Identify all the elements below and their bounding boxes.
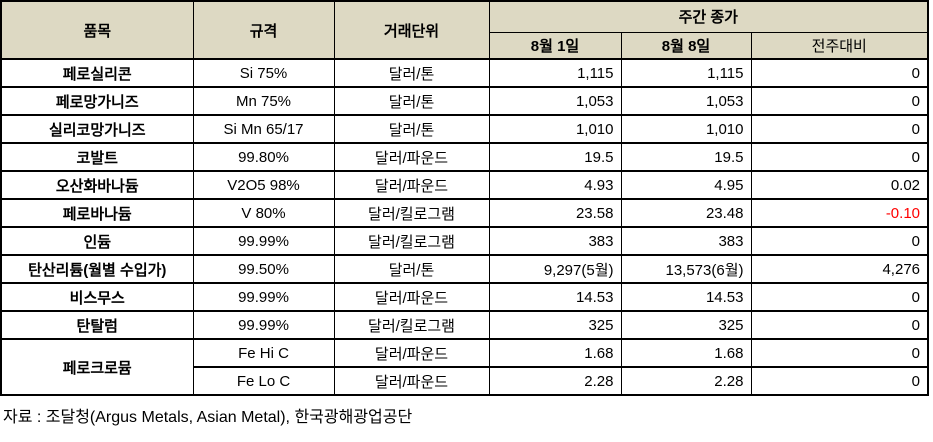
spec-cell: 99.50% bbox=[192, 254, 335, 284]
price-aug8-cell: 383 bbox=[620, 226, 752, 256]
table-row: 실리코망가니즈 Si Mn 65/17 달러/톤 1,010 1,010 0 bbox=[0, 114, 929, 144]
column-header-change: 전주대비 bbox=[750, 31, 929, 60]
table-body: 페로실리콘 Si 75% 달러/톤 1,115 1,115 0 페로망가니즈 Mn 75% 달러… bbox=[0, 58, 929, 396]
price-aug1-cell: 9,297(5월) bbox=[488, 254, 622, 284]
column-header-date1: 8월 1일 bbox=[488, 31, 622, 60]
item-cell: 코발트 bbox=[0, 142, 194, 172]
spec-cell: Fe Lo C bbox=[192, 366, 335, 396]
item-cell: 페로실리콘 bbox=[0, 58, 194, 88]
metal-price-table: 품목 규격 거래단위 주간 종가 8월 1일 8월 8일 전주대비 페로실리콘 S… bbox=[0, 0, 930, 396]
spec-cell: V2O5 98% bbox=[192, 170, 335, 200]
change-cell: 0 bbox=[750, 338, 929, 368]
unit-cell: 달러/파운드 bbox=[333, 282, 490, 312]
price-aug8-cell: 23.48 bbox=[620, 198, 752, 228]
spec-cell: Fe Hi C bbox=[192, 338, 335, 368]
table-header: 품목 규격 거래단위 주간 종가 8월 1일 8월 8일 전주대비 bbox=[0, 0, 929, 60]
table-row: 페로바나듐 V 80% 달러/킬로그램 23.58 23.48 -0.10 bbox=[0, 198, 929, 228]
header-row-group: 품목 규격 거래단위 주간 종가 bbox=[0, 0, 929, 60]
price-aug8-cell: 1,053 bbox=[620, 86, 752, 116]
change-cell: -0.10 bbox=[750, 198, 929, 228]
item-cell: 페로크로뮴 bbox=[0, 338, 194, 396]
price-aug1-cell: 1,010 bbox=[488, 114, 622, 144]
spec-cell: 99.80% bbox=[192, 142, 335, 172]
item-cell: 탄산리튬(월별 수입가) bbox=[0, 254, 194, 284]
spec-cell: 99.99% bbox=[192, 282, 335, 312]
price-aug8-cell: 13,573(6월) bbox=[620, 254, 752, 284]
item-cell: 인듐 bbox=[0, 226, 194, 256]
spec-cell: Mn 75% bbox=[192, 86, 335, 116]
unit-cell: 달러/톤 bbox=[333, 58, 490, 88]
table-row: 페로실리콘 Si 75% 달러/톤 1,115 1,115 0 bbox=[0, 58, 929, 88]
unit-cell: 달러/파운드 bbox=[333, 142, 490, 172]
unit-cell: 달러/킬로그램 bbox=[333, 198, 490, 228]
change-cell: 0 bbox=[750, 58, 929, 88]
unit-cell: 달러/킬로그램 bbox=[333, 226, 490, 256]
change-cell: 0 bbox=[750, 366, 929, 396]
spec-cell: 99.99% bbox=[192, 310, 335, 340]
item-cell: 비스무스 bbox=[0, 282, 194, 312]
spec-cell: Si 75% bbox=[192, 58, 335, 88]
price-aug8-cell: 4.95 bbox=[620, 170, 752, 200]
column-header-spec: 규격 bbox=[192, 0, 335, 60]
header-row-dates: 8월 1일 8월 8일 전주대비 bbox=[1, 31, 929, 60]
unit-cell: 달러/톤 bbox=[333, 114, 490, 144]
table-row: Fe Lo C 달러/파운드 2.28 2.28 0 bbox=[1, 366, 929, 396]
price-aug8-cell: 325 bbox=[620, 310, 752, 340]
price-aug1-cell: 1.68 bbox=[488, 338, 622, 368]
table-row: 오산화바나듐 V2O5 98% 달러/파운드 4.93 4.95 0.02 bbox=[0, 170, 929, 200]
change-cell: 0.02 bbox=[750, 170, 929, 200]
price-aug8-cell: 1,115 bbox=[620, 58, 752, 88]
unit-cell: 달러/톤 bbox=[333, 254, 490, 284]
table-row: 탄산리튬(월별 수입가) 99.50% 달러/톤 9,297(5월) 13,573(6월… bbox=[0, 254, 929, 284]
source-note: 자료 : 조달청(Argus Metals, Asian Metal), 한국광… bbox=[3, 409, 413, 426]
price-aug1-cell: 19.5 bbox=[488, 142, 622, 172]
price-aug1-cell: 14.53 bbox=[488, 282, 622, 312]
column-group-weekly-close: 주간 종가 bbox=[488, 0, 929, 33]
price-aug8-cell: 14.53 bbox=[620, 282, 752, 312]
change-cell: 4,276 bbox=[750, 254, 929, 284]
spec-cell: V 80% bbox=[192, 198, 335, 228]
unit-cell: 달러/파운드 bbox=[333, 338, 490, 368]
change-cell: 0 bbox=[750, 226, 929, 256]
column-header-item: 품목 bbox=[0, 0, 194, 60]
column-header-date2: 8월 8일 bbox=[620, 31, 752, 60]
item-cell: 페로망가니즈 bbox=[0, 86, 194, 116]
change-cell: 0 bbox=[750, 114, 929, 144]
change-cell: 0 bbox=[750, 86, 929, 116]
table-row: 탄탈럼 99.99% 달러/킬로그램 325 325 0 bbox=[0, 310, 929, 340]
change-cell: 0 bbox=[750, 282, 929, 312]
price-aug1-cell: 1,053 bbox=[488, 86, 622, 116]
item-cell: 페로바나듐 bbox=[0, 198, 194, 228]
price-aug1-cell: 325 bbox=[488, 310, 622, 340]
price-aug1-cell: 2.28 bbox=[488, 366, 622, 396]
price-aug8-cell: 19.5 bbox=[620, 142, 752, 172]
unit-cell: 달러/파운드 bbox=[333, 366, 490, 396]
spec-cell: Si Mn 65/17 bbox=[192, 114, 335, 144]
table-row: 비스무스 99.99% 달러/파운드 14.53 14.53 0 bbox=[0, 282, 929, 312]
price-aug1-cell: 4.93 bbox=[488, 170, 622, 200]
price-aug1-cell: 23.58 bbox=[488, 198, 622, 228]
table-row: 페로망가니즈 Mn 75% 달러/톤 1,053 1,053 0 bbox=[0, 86, 929, 116]
price-aug1-cell: 1,115 bbox=[488, 58, 622, 88]
price-aug1-cell: 383 bbox=[488, 226, 622, 256]
item-cell: 실리코망가니즈 bbox=[0, 114, 194, 144]
price-aug8-cell: 2.28 bbox=[620, 366, 752, 396]
change-cell: 0 bbox=[750, 142, 929, 172]
table-row: 코발트 99.80% 달러/파운드 19.5 19.5 0 bbox=[0, 142, 929, 172]
item-cell: 탄탈럼 bbox=[0, 310, 194, 340]
unit-cell: 달러/톤 bbox=[333, 86, 490, 116]
table-row: 페로크로뮴 Fe Hi C 달러/파운드 1.68 1.68 0 bbox=[0, 338, 929, 396]
unit-cell: 달러/킬로그램 bbox=[333, 310, 490, 340]
price-aug8-cell: 1,010 bbox=[620, 114, 752, 144]
item-cell: 오산화바나듐 bbox=[0, 170, 194, 200]
change-cell: 0 bbox=[750, 310, 929, 340]
unit-cell: 달러/파운드 bbox=[333, 170, 490, 200]
spec-cell: 99.99% bbox=[192, 226, 335, 256]
column-header-unit: 거래단위 bbox=[333, 0, 490, 60]
table-row: 인듐 99.99% 달러/킬로그램 383 383 0 bbox=[0, 226, 929, 256]
price-aug8-cell: 1.68 bbox=[620, 338, 752, 368]
